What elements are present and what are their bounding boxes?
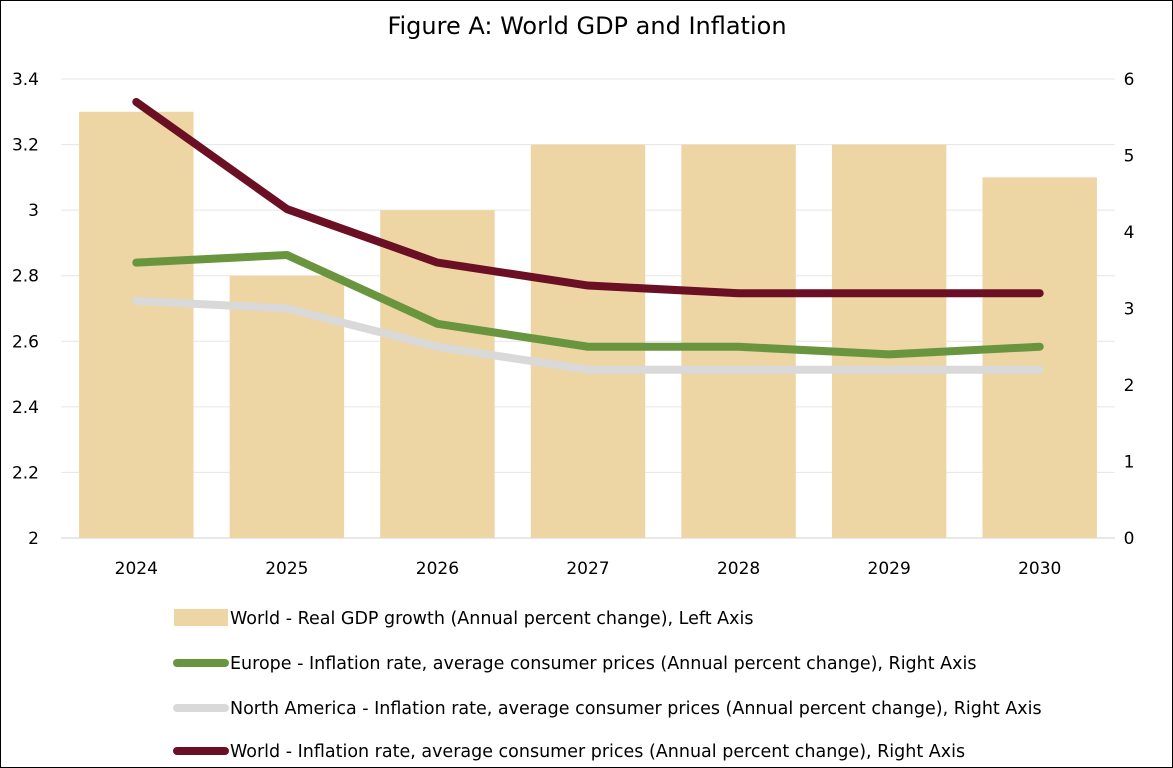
right-tick-label: 4 (1124, 223, 1135, 243)
left-tick-label: 3.2 (12, 136, 39, 156)
inflation-line (132, 250, 1044, 359)
left-tick-label: 2.2 (12, 463, 39, 483)
legend-label: World - Real GDP growth (Annual percent … (230, 609, 753, 629)
inflation-line (132, 296, 1044, 374)
left-tick-label: 2 (28, 529, 39, 549)
left-tick-label: 3 (28, 201, 39, 221)
left-tick-label: 3.4 (12, 70, 39, 90)
right-axis-ticks: 0 1 2 3 4 5 6 (1124, 70, 1135, 549)
x-tick-label: 2027 (566, 559, 609, 579)
x-tick-label: 2025 (265, 559, 308, 579)
left-tick-label: 2.8 (12, 267, 39, 287)
legend-label: World - Inflation rate, average consumer… (230, 742, 965, 762)
left-axis-ticks: 2 2.2 2.4 2.6 2.8 3 3.2 3.4 (12, 70, 39, 549)
chart-title: Figure A: World GDP and Inflation (387, 12, 786, 40)
inflation-lines (132, 97, 1044, 374)
x-tick-label: 2030 (1018, 559, 1061, 579)
right-tick-label: 2 (1124, 376, 1135, 396)
right-tick-label: 0 (1124, 529, 1135, 549)
x-tick-label: 2029 (868, 559, 911, 579)
legend: World - Real GDP growth (Annual percent … (173, 609, 1042, 762)
right-tick-label: 5 (1124, 147, 1135, 167)
right-tick-label: 6 (1124, 70, 1135, 90)
left-tick-label: 2.6 (12, 332, 39, 352)
left-tick-label: 2.4 (12, 398, 39, 418)
inflation-line (132, 97, 1044, 298)
legend-label: Europe - Inflation rate, average consume… (230, 654, 977, 674)
x-axis-ticks: 2024 2025 2026 2027 2028 2029 2030 (115, 559, 1062, 579)
x-tick-label: 2024 (115, 559, 158, 579)
gdp-bar (831, 144, 947, 539)
right-tick-label: 3 (1124, 300, 1135, 320)
legend-swatch (174, 609, 228, 626)
gdp-bar (79, 111, 194, 539)
gdp-bar (982, 177, 1097, 538)
x-tick-label: 2026 (416, 559, 459, 579)
right-tick-label: 1 (1124, 453, 1135, 473)
gdp-bars (79, 111, 1097, 539)
x-tick-label: 2028 (717, 559, 760, 579)
gdp-bar (681, 144, 796, 539)
legend-label: North America - Inflation rate, average … (230, 699, 1042, 719)
